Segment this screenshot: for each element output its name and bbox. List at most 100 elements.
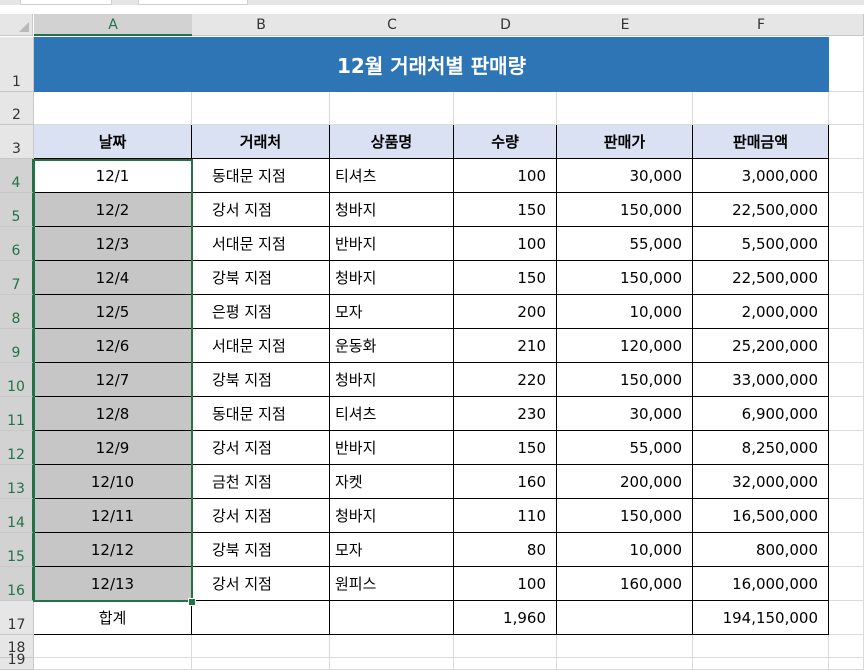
cell[interactable] (330, 658, 454, 670)
row-header-6[interactable]: 6 (0, 227, 34, 261)
table-header-cell[interactable]: 날짜 (34, 125, 192, 159)
cell[interactable] (829, 193, 864, 227)
table-cell[interactable]: 6,900,000 (693, 397, 829, 431)
cell[interactable] (330, 635, 454, 658)
date-cell[interactable]: 12/7 (34, 363, 192, 397)
cell[interactable] (829, 635, 864, 658)
date-cell[interactable]: 12/13 (34, 567, 192, 601)
table-cell[interactable]: 강서 지점 (192, 499, 330, 533)
table-cell[interactable]: 티셔츠 (330, 159, 454, 193)
row-header-13[interactable]: 13 (0, 465, 34, 499)
table-cell[interactable]: 30,000 (557, 397, 693, 431)
table-cell[interactable]: 55,000 (557, 227, 693, 261)
column-header-b[interactable]: B (192, 14, 331, 36)
total-cell[interactable] (330, 601, 454, 635)
table-cell[interactable]: 220 (454, 363, 557, 397)
cell[interactable] (454, 92, 557, 125)
date-cell[interactable]: 12/4 (34, 261, 192, 295)
date-cell[interactable]: 12/12 (34, 533, 192, 567)
cell[interactable] (557, 658, 693, 670)
cell[interactable] (557, 92, 693, 125)
row-header-2[interactable]: 2 (0, 92, 34, 125)
total-cell[interactable] (557, 601, 693, 635)
table-cell[interactable]: 강서 지점 (192, 567, 330, 601)
table-cell[interactable]: 80 (454, 533, 557, 567)
table-cell[interactable]: 운동화 (330, 329, 454, 363)
date-cell[interactable]: 12/8 (34, 397, 192, 431)
fill-handle[interactable] (188, 598, 196, 606)
table-cell[interactable]: 3,000,000 (693, 159, 829, 193)
table-cell[interactable]: 100 (454, 227, 557, 261)
date-cell[interactable]: 12/10 (34, 465, 192, 499)
total-cell[interactable] (192, 601, 330, 635)
table-cell[interactable]: 150,000 (557, 193, 693, 227)
cell[interactable] (693, 635, 829, 658)
table-cell[interactable]: 800,000 (693, 533, 829, 567)
table-cell[interactable]: 동대문 지점 (192, 397, 330, 431)
table-cell[interactable]: 110 (454, 499, 557, 533)
row-header-4[interactable]: 4 (0, 159, 34, 193)
cell[interactable] (557, 635, 693, 658)
row-header-9[interactable]: 9 (0, 329, 34, 363)
table-cell[interactable]: 150,000 (557, 261, 693, 295)
table-cell[interactable]: 5,500,000 (693, 227, 829, 261)
cell[interactable] (829, 329, 864, 363)
cell[interactable] (454, 635, 557, 658)
cell[interactable] (330, 92, 454, 125)
table-header-cell[interactable]: 판매가 (557, 125, 693, 159)
cell[interactable] (829, 499, 864, 533)
table-cell[interactable]: 8,250,000 (693, 431, 829, 465)
table-cell[interactable]: 100 (454, 567, 557, 601)
date-cell[interactable]: 12/3 (34, 227, 192, 261)
cell[interactable] (829, 37, 864, 92)
total-cell[interactable]: 1,960 (454, 601, 557, 635)
cell[interactable] (693, 658, 829, 670)
row-header-7[interactable]: 7 (0, 261, 34, 295)
table-cell[interactable]: 청바지 (330, 499, 454, 533)
table-cell[interactable]: 16,500,000 (693, 499, 829, 533)
cell[interactable] (829, 397, 864, 431)
table-cell[interactable]: 강서 지점 (192, 431, 330, 465)
cell[interactable] (34, 92, 192, 125)
total-cell[interactable]: 194,150,000 (693, 601, 829, 635)
column-header-a[interactable]: A (34, 14, 193, 36)
table-cell[interactable]: 120,000 (557, 329, 693, 363)
table-cell[interactable]: 청바지 (330, 363, 454, 397)
table-cell[interactable]: 150 (454, 431, 557, 465)
column-header-c[interactable]: C (330, 14, 455, 36)
cell[interactable] (829, 465, 864, 499)
row-header-1[interactable]: 1 (0, 37, 34, 92)
row-header-8[interactable]: 8 (0, 295, 34, 329)
table-header-cell[interactable]: 수량 (454, 125, 557, 159)
table-cell[interactable]: 160 (454, 465, 557, 499)
cell[interactable] (829, 601, 864, 635)
date-cell[interactable]: 12/5 (34, 295, 192, 329)
date-cell[interactable]: 12/2 (34, 193, 192, 227)
table-header-cell[interactable]: 판매금액 (693, 125, 829, 159)
table-cell[interactable]: 청바지 (330, 193, 454, 227)
date-cell[interactable]: 12/6 (34, 329, 192, 363)
cell[interactable] (829, 533, 864, 567)
table-cell[interactable]: 150 (454, 261, 557, 295)
table-cell[interactable]: 200,000 (557, 465, 693, 499)
table-cell[interactable]: 동대문 지점 (192, 159, 330, 193)
column-header-f[interactable]: F (693, 14, 830, 36)
cell[interactable] (829, 227, 864, 261)
table-cell[interactable]: 강북 지점 (192, 261, 330, 295)
row-header-12[interactable]: 12 (0, 431, 34, 465)
table-header-cell[interactable]: 거래처 (192, 125, 330, 159)
cell[interactable] (192, 658, 330, 670)
cell[interactable] (829, 658, 864, 670)
cell[interactable] (829, 261, 864, 295)
table-cell[interactable]: 22,500,000 (693, 261, 829, 295)
date-cell[interactable]: 12/1 (34, 159, 192, 193)
cell[interactable] (829, 295, 864, 329)
table-cell[interactable]: 티셔츠 (330, 397, 454, 431)
table-cell[interactable]: 160,000 (557, 567, 693, 601)
table-cell[interactable]: 서대문 지점 (192, 329, 330, 363)
column-header-e[interactable]: E (557, 14, 694, 36)
table-cell[interactable]: 25,200,000 (693, 329, 829, 363)
table-cell[interactable]: 2,000,000 (693, 295, 829, 329)
table-cell[interactable]: 150,000 (557, 363, 693, 397)
table-cell[interactable]: 모자 (330, 533, 454, 567)
